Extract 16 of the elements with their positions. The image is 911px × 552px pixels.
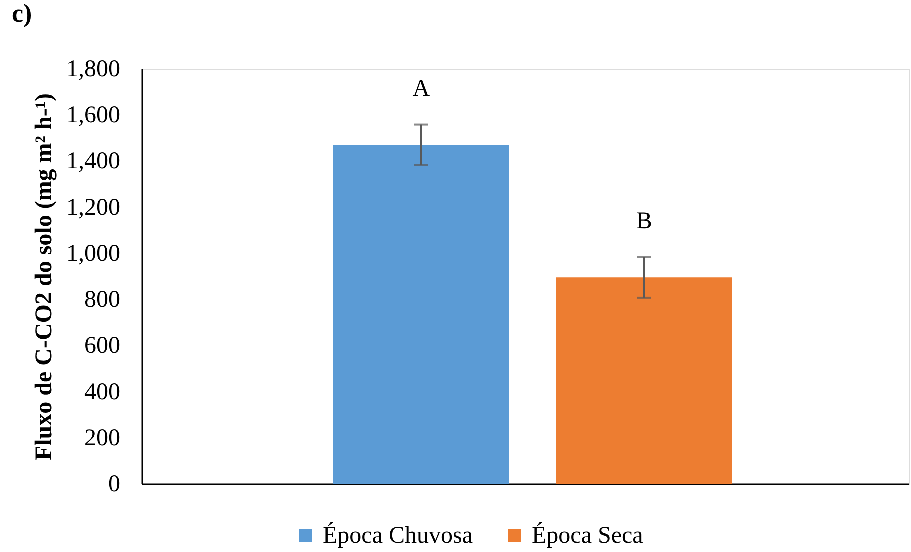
y-tick-label: 0	[108, 472, 120, 498]
y-tick-label: 1,800	[66, 56, 120, 82]
chart-title: c)	[12, 0, 32, 28]
y-tick-label: 200	[84, 425, 120, 452]
legend-label: Época Chuvosa	[323, 522, 474, 549]
y-tick-label: 800	[84, 287, 120, 314]
y-tick-label: 1,200	[66, 194, 120, 221]
y-axis-title: Fluxo de C-CO2 do solo (mg m² h-¹)	[32, 93, 58, 461]
y-tick-label: 1,600	[66, 102, 120, 129]
data-label: B	[636, 208, 652, 234]
legend-label: Época Seca	[532, 522, 644, 549]
y-tick-label: 1,000	[66, 240, 120, 267]
y-tick-label: 400	[84, 379, 120, 406]
y-tick-label: 1,400	[66, 148, 120, 175]
y-tick-label: 600	[84, 333, 120, 360]
data-label: A	[412, 76, 431, 102]
